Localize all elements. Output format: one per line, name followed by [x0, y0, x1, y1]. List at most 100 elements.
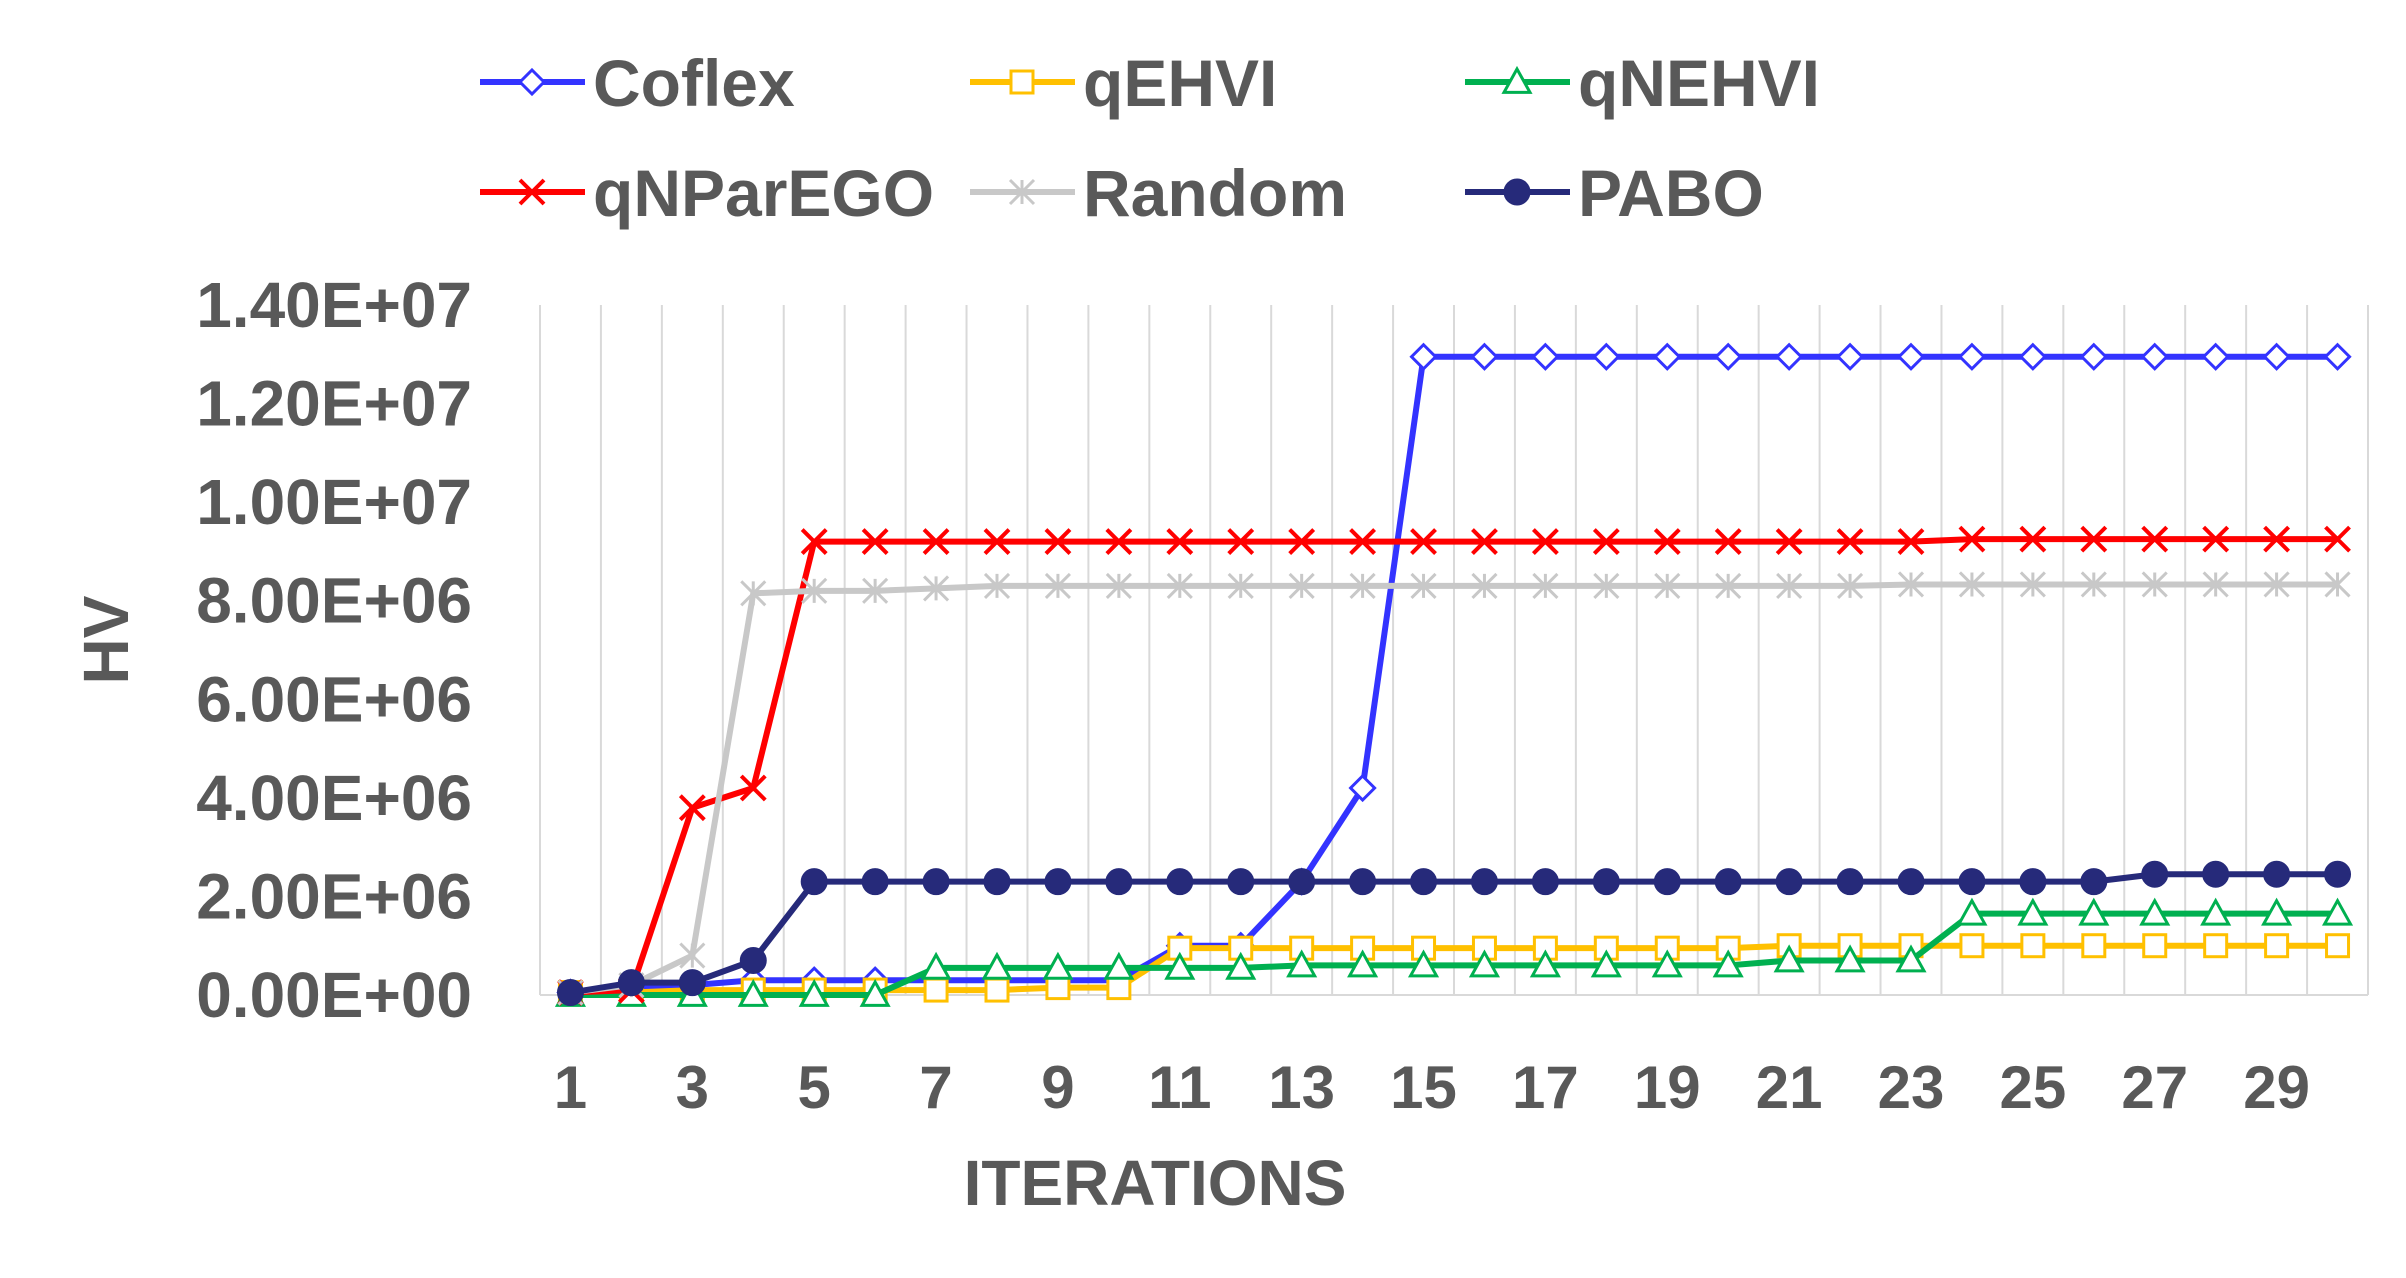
data-point-random [2080, 571, 2107, 598]
data-point-coflex [1896, 342, 1926, 371]
data-point-qnparego [1288, 528, 1316, 555]
series-random [557, 571, 2351, 1006]
y-tick-label: 8.00E+06 [196, 565, 472, 637]
data-point-pabo [2324, 860, 2352, 888]
legend-marker-pabo [1503, 178, 1531, 206]
x-tick-label: 23 [1878, 1054, 1945, 1121]
data-point-qnparego [2324, 525, 2351, 553]
data-point-random [983, 572, 1011, 599]
data-point-qnehvi [920, 951, 952, 980]
data-point-qnehvi [2017, 897, 2049, 926]
data-point-pabo [1227, 868, 1255, 896]
legend-marker-qehvi [1009, 69, 1035, 95]
data-point-pabo [2019, 868, 2047, 896]
data-point-qnehvi [1347, 949, 1379, 978]
data-point-random [1349, 572, 1376, 599]
series-line-qnparego [570, 536, 2338, 996]
data-point-pabo [983, 868, 1011, 896]
legend-label-pabo: PABO [1578, 156, 1764, 230]
data-point-coflex [2323, 342, 2352, 371]
data-point-coflex [1409, 342, 1438, 371]
series-line-random [570, 581, 2338, 996]
data-point-coflex [1653, 342, 1682, 371]
data-point-pabo [1166, 868, 1194, 896]
y-tick-label: 1.20E+07 [196, 368, 472, 440]
data-point-qnparego [1410, 528, 1437, 555]
data-point-coflex [1835, 342, 1865, 371]
data-point-random [1593, 572, 1620, 599]
data-point-qnparego [2080, 525, 2108, 553]
y-tick-label: 1.00E+07 [196, 466, 472, 538]
data-point-qnehvi [1042, 951, 1074, 980]
x-tick-label: 19 [1634, 1054, 1701, 1121]
legend-marker-qnparego [518, 178, 546, 206]
x-tick-label: 25 [1999, 1054, 2066, 1121]
data-point-random [1105, 572, 1132, 599]
data-point-qnehvi [1712, 949, 1744, 978]
data-point-qnehvi [1103, 951, 1135, 980]
x-tick-label: 29 [2243, 1054, 2310, 1121]
series-layer [554, 342, 2354, 1007]
series-line-qnehvi [570, 910, 2338, 998]
data-point-qnehvi [2078, 897, 2110, 926]
data-point-qnparego [678, 794, 706, 822]
data-point-pabo [1653, 868, 1681, 896]
data-point-qnparego [1105, 528, 1133, 555]
data-point-coflex [2140, 342, 2169, 371]
data-point-pabo [2141, 860, 2169, 888]
data-point-random [1044, 572, 1071, 599]
data-point-qehvi [2020, 933, 2046, 959]
data-point-qnehvi [1164, 951, 1196, 980]
y-tick-label: 1.40E+07 [196, 269, 472, 341]
data-point-random [1471, 572, 1498, 599]
data-point-qnparego [2019, 525, 2047, 553]
data-point-random [2324, 571, 2351, 598]
data-point-pabo [1714, 868, 1742, 896]
x-tick-label: 1 [554, 1054, 587, 1121]
data-point-qnparego [1227, 528, 1255, 555]
data-point-qnparego [739, 774, 767, 802]
data-point-pabo [800, 868, 828, 896]
data-point-pabo [617, 969, 645, 997]
y-tick-label: 6.00E+06 [196, 663, 472, 735]
data-point-random [1227, 572, 1254, 599]
data-point-qehvi [2325, 933, 2351, 959]
data-point-qehvi [1106, 975, 1132, 1001]
y-tick-labels: 0.00E+00 2.00E+06 4.00E+06 6.00E+06 8.00E+06… [196, 269, 472, 1031]
data-point-pabo [1958, 868, 1986, 896]
data-point-qnparego [1471, 528, 1498, 555]
data-point-pabo [1044, 868, 1072, 896]
data-point-qnparego [1349, 528, 1377, 555]
legend-marker-random [1008, 178, 1036, 206]
data-point-pabo [1836, 868, 1864, 896]
x-axis-title: ITERATIONS [964, 1147, 1347, 1219]
data-point-qnehvi [1834, 944, 1866, 973]
data-point-pabo [678, 969, 706, 997]
x-tick-label: 15 [1390, 1054, 1457, 1121]
data-point-coflex [1348, 773, 1377, 803]
legend-label-qehvi: qEHVI [1083, 46, 1277, 120]
data-point-qnparego [2141, 525, 2169, 553]
data-point-qehvi [1045, 975, 1071, 1001]
data-point-random [801, 577, 828, 604]
legend-item-qnehvi: qNEHVI [1465, 46, 1820, 120]
data-point-qehvi [2142, 933, 2168, 959]
data-point-random [1715, 572, 1742, 599]
data-point-qehvi [1959, 933, 1985, 959]
data-point-random [923, 575, 950, 602]
data-point-qnparego [1775, 528, 1803, 555]
data-point-coflex [1957, 342, 1987, 371]
data-point-pabo [1470, 868, 1498, 896]
legend-item-random: Random [970, 156, 1347, 230]
y-tick-label: 4.00E+06 [196, 762, 472, 834]
legend-label-coflex: Coflex [593, 46, 795, 120]
data-point-random [1776, 572, 1803, 599]
data-point-pabo [556, 979, 584, 1007]
data-point-qnehvi [1895, 944, 1927, 973]
data-point-pabo [739, 947, 767, 974]
data-point-qnparego [1044, 528, 1072, 555]
data-point-pabo [1105, 868, 1133, 896]
data-point-pabo [1531, 868, 1559, 896]
